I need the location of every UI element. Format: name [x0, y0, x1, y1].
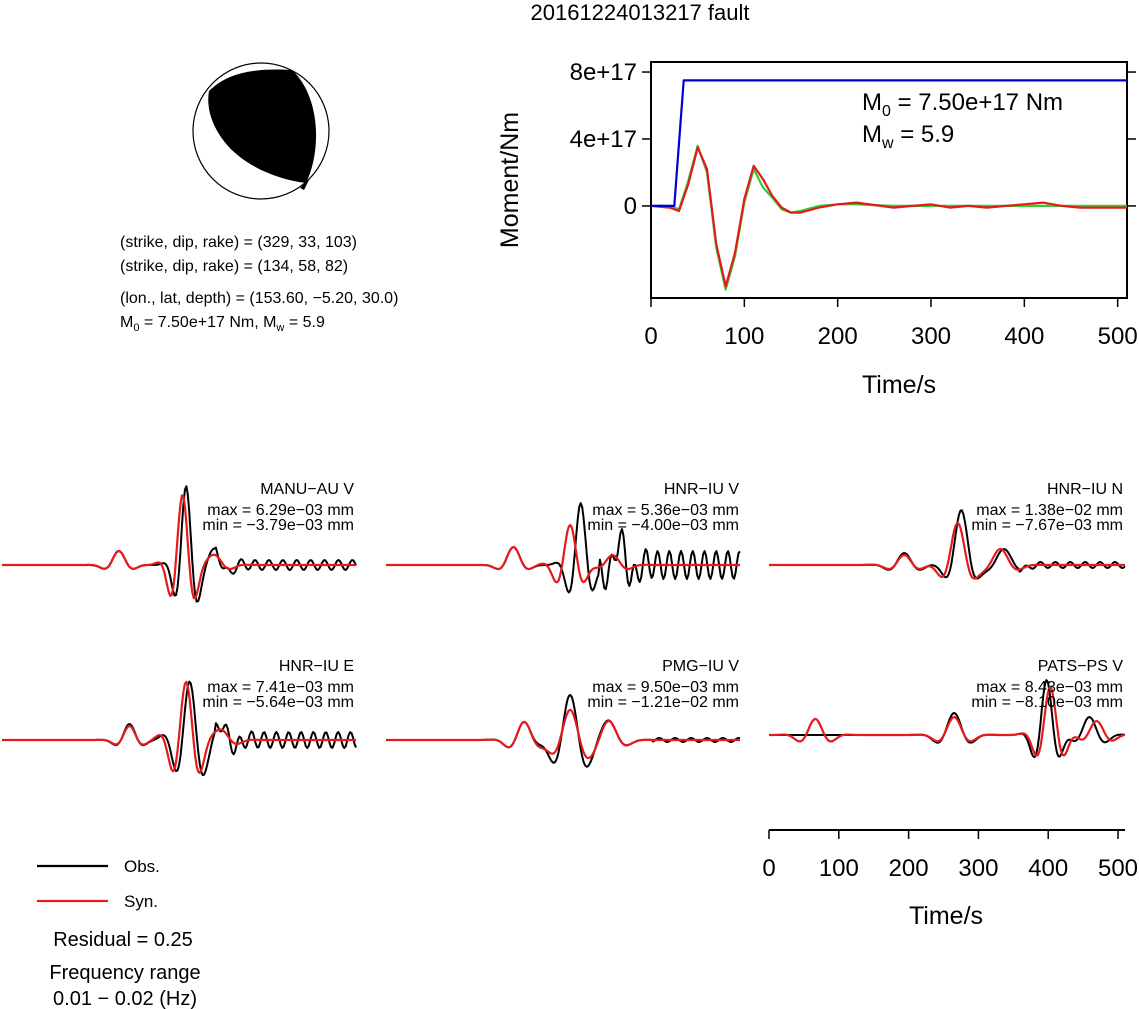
- waveform-time-axis: 0 100 200 300 400 500 Time/s: [762, 829, 1138, 930]
- x-tick-label: 200: [889, 855, 929, 882]
- x-tick-label: 200: [818, 323, 858, 350]
- x-tick-label: 500: [1098, 855, 1138, 882]
- synthetic-trace: [386, 708, 740, 760]
- mechanism-line-3: (lon., lat, depth) = (153.60, −5.20, 30.…: [120, 290, 398, 307]
- waveform-panels: [2, 485, 1126, 776]
- station-name: PATS−PS V: [1038, 658, 1124, 675]
- station-name: HNR−IU N: [1047, 481, 1123, 498]
- synthetic-trace: [386, 523, 740, 584]
- moment-plot-frame: [650, 61, 1128, 299]
- synthetic-trace: [769, 521, 1125, 580]
- station-min: min = −3.79e−03 mm: [202, 517, 354, 534]
- y-tick-label: 0: [624, 193, 637, 220]
- station-min: min = −1.21e−02 mm: [587, 694, 739, 711]
- synthetic-trace: [769, 686, 1126, 757]
- station-min: min = −7.67e−03 mm: [971, 517, 1123, 534]
- station-min: min = −8.10e−03 mm: [971, 694, 1123, 711]
- station-max: max = 8.43e−03 mm: [976, 679, 1123, 696]
- x-tick-label: 300: [958, 855, 998, 882]
- mechanism-line-1: (strike, dip, rake) = (329, 33, 103): [120, 234, 357, 251]
- x-tick-label: 400: [1004, 323, 1044, 350]
- y-tick-label: 8e+17: [570, 59, 637, 86]
- frequency-range: 0.01 − 0.02 (Hz): [53, 988, 197, 1009]
- x-tick-label: 400: [1028, 855, 1068, 882]
- x-tick-label: 0: [762, 855, 775, 882]
- residual-text: Residual = 0.25: [53, 929, 193, 951]
- m0-annotation: M0 = 7.50e+17 Nm: [862, 89, 1063, 120]
- station-max: max = 5.36e−03 mm: [592, 502, 739, 519]
- x-axis-label: Time/s: [909, 902, 983, 930]
- station-name: PMG−IU V: [662, 658, 739, 675]
- station-name: MANU−AU V: [260, 481, 354, 498]
- beachball-focal-mechanism: [192, 62, 330, 200]
- y-axis-label: Moment/Nm: [496, 112, 524, 248]
- x-tick-label: 100: [819, 855, 859, 882]
- synthetic-trace: [2, 494, 356, 600]
- station-max: max = 1.38e−02 mm: [976, 502, 1123, 519]
- y-tick-label: 4e+17: [570, 126, 637, 153]
- legend-syn-label: Syn.: [124, 892, 158, 911]
- station-min: min = −5.64e−03 mm: [202, 694, 354, 711]
- mechanism-line-2: (strike, dip, rake) = (134, 58, 82): [120, 258, 348, 275]
- frequency-label: Frequency range: [49, 962, 200, 984]
- station-max: max = 7.41e−03 mm: [207, 679, 354, 696]
- x-tick-label: 300: [911, 323, 951, 350]
- moment-annotation: M0 = 7.50e+17 Nm Mw = 5.9: [862, 89, 1063, 152]
- moment-plot: 0 4e+17 8e+17 0 100 200 300 400 500 Time/s Moment/…: [496, 59, 1138, 399]
- station-max: max = 6.29e−03 mm: [207, 502, 354, 519]
- figure-title: 20161224013217 fault: [531, 0, 750, 25]
- legend-obs-label: Obs.: [124, 857, 160, 876]
- series-red: [650, 146, 1127, 288]
- station-labels: MANU−AU V max = 6.29e−03 mm min = −3.79e…: [202, 481, 1123, 711]
- x-tick-label: 0: [644, 323, 657, 350]
- mw-annotation: Mw = 5.9: [862, 121, 954, 152]
- station-name: HNR−IU V: [664, 481, 739, 498]
- station-min: min = −4.00e−03 mm: [587, 517, 739, 534]
- mechanism-text: (strike, dip, rake) = (329, 33, 103) (st…: [120, 234, 398, 334]
- x-axis-label: Time/s: [862, 371, 936, 399]
- mechanism-line-4: M0 = 7.50e+17 Nm, Mw = 5.9: [120, 314, 325, 334]
- synthetic-trace: [2, 680, 356, 775]
- station-name: HNR−IU E: [279, 658, 354, 675]
- x-tick-label: 100: [724, 323, 764, 350]
- station-max: max = 9.50e−03 mm: [592, 679, 739, 696]
- legend: Obs. Syn.: [37, 857, 160, 911]
- series-moment: [651, 79, 1127, 207]
- x-tick-label: 500: [1098, 323, 1138, 350]
